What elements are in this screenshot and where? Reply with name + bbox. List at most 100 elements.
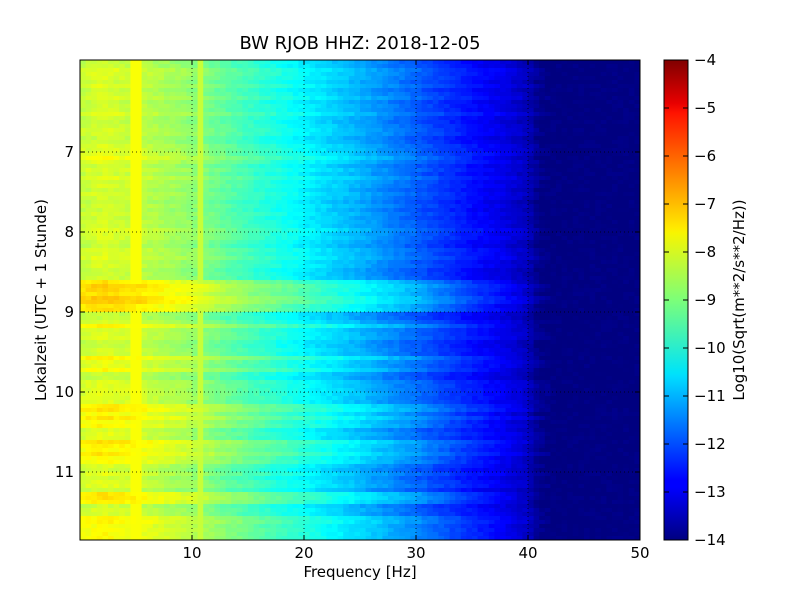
heatmap-cell — [158, 196, 165, 201]
heatmap-cell — [550, 88, 557, 93]
heatmap-cell — [494, 96, 501, 101]
heatmap-cell — [320, 208, 327, 213]
heatmap-cell — [281, 76, 288, 81]
heatmap-cell — [533, 216, 540, 221]
heatmap-cell — [91, 96, 98, 101]
heatmap-cell — [197, 196, 204, 201]
heatmap-cell — [589, 64, 596, 69]
heatmap-cell — [292, 232, 299, 237]
heatmap-cell — [343, 72, 350, 77]
heatmap-cell — [203, 224, 210, 229]
heatmap-cell — [421, 72, 428, 77]
heatmap-cell — [634, 60, 640, 65]
heatmap-cell — [438, 160, 445, 165]
heatmap-cell — [147, 216, 154, 221]
heatmap-cell — [399, 68, 406, 73]
heatmap-cell — [225, 232, 232, 237]
heatmap-cell — [197, 108, 204, 113]
heatmap-cell — [410, 64, 417, 69]
heatmap-cell — [281, 220, 288, 225]
heatmap-cell — [214, 160, 221, 165]
heatmap-cell — [203, 64, 210, 69]
heatmap-cell — [561, 136, 568, 141]
heatmap-cell — [124, 72, 131, 77]
heatmap-cell — [343, 104, 350, 109]
heatmap-cell — [108, 68, 115, 73]
heatmap-cell — [91, 232, 98, 237]
heatmap-cell — [208, 128, 215, 133]
heatmap-cell — [287, 80, 294, 85]
heatmap-cell — [404, 200, 411, 205]
heatmap-cell — [337, 236, 344, 241]
heatmap-cell — [388, 180, 395, 185]
heatmap-cell — [410, 108, 417, 113]
heatmap-cell — [567, 132, 574, 137]
heatmap-cell — [606, 180, 613, 185]
heatmap-cell — [348, 204, 355, 209]
heatmap-cell — [320, 156, 327, 161]
heatmap-cell — [533, 204, 540, 209]
heatmap-cell — [494, 64, 501, 69]
heatmap-cell — [169, 256, 176, 261]
heatmap-cell — [225, 76, 232, 81]
heatmap-cell — [522, 240, 529, 245]
heatmap-cell — [488, 232, 495, 237]
heatmap-cell — [572, 236, 579, 241]
heatmap-cell — [522, 132, 529, 137]
heatmap-cell — [455, 84, 462, 89]
heatmap-cell — [606, 248, 613, 253]
heatmap-cell — [348, 156, 355, 161]
heatmap-cell — [304, 256, 311, 261]
heatmap-cell — [511, 256, 518, 261]
heatmap-cell — [360, 104, 367, 109]
heatmap-cell — [550, 140, 557, 145]
heatmap-cell — [516, 184, 523, 189]
heatmap-cell — [298, 196, 305, 201]
heatmap-cell — [248, 72, 255, 77]
heatmap-cell — [113, 252, 120, 257]
heatmap-cell — [455, 140, 462, 145]
heatmap-cell — [472, 176, 479, 181]
heatmap-cell — [113, 184, 120, 189]
heatmap-cell — [281, 248, 288, 253]
heatmap-cell — [483, 168, 490, 173]
heatmap-cell — [623, 160, 630, 165]
heatmap-cell — [197, 180, 204, 185]
heatmap-cell — [292, 252, 299, 257]
heatmap-cell — [382, 192, 389, 197]
heatmap-cell — [337, 160, 344, 165]
heatmap-cell — [96, 172, 103, 177]
heatmap-cell — [466, 176, 473, 181]
heatmap-cell — [292, 156, 299, 161]
heatmap-cell — [556, 184, 563, 189]
heatmap-cell — [304, 72, 311, 77]
heatmap-cell — [119, 184, 126, 189]
heatmap-cell — [376, 256, 383, 261]
heatmap-cell — [511, 76, 518, 81]
heatmap-cell — [449, 80, 456, 85]
heatmap-cell — [483, 144, 490, 149]
heatmap-cell — [281, 236, 288, 241]
heatmap-cell — [186, 160, 193, 165]
heatmap-cell — [337, 252, 344, 257]
heatmap-cell — [108, 200, 115, 205]
heatmap-cell — [399, 132, 406, 137]
heatmap-cell — [572, 136, 579, 141]
heatmap-cell — [158, 240, 165, 245]
heatmap-cell — [438, 200, 445, 205]
heatmap-cell — [164, 180, 171, 185]
heatmap-cell — [617, 240, 624, 245]
heatmap-cell — [360, 172, 367, 177]
heatmap-cell — [472, 64, 479, 69]
heatmap-cell — [617, 64, 624, 69]
heatmap-cell — [292, 220, 299, 225]
heatmap-cell — [130, 92, 137, 97]
heatmap-cell — [472, 200, 479, 205]
heatmap-cell — [231, 252, 238, 257]
heatmap-cell — [371, 60, 378, 65]
heatmap-cell — [488, 252, 495, 257]
heatmap-cell — [136, 128, 143, 133]
heatmap-cell — [505, 140, 512, 145]
heatmap-cell — [315, 96, 322, 101]
heatmap-cell — [130, 60, 137, 65]
